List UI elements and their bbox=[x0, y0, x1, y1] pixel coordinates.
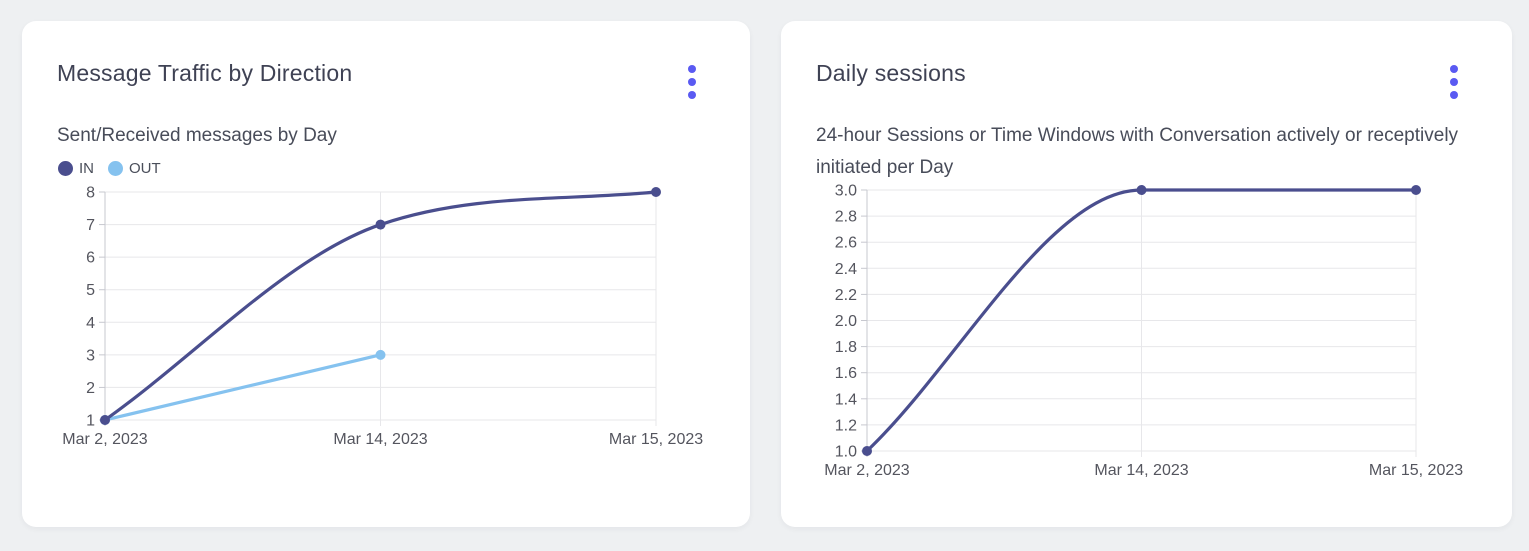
chart-legend: IN OUT bbox=[58, 160, 161, 177]
y-axis-tick-label: 8 bbox=[86, 185, 95, 202]
card-menu-button[interactable] bbox=[678, 57, 706, 107]
message-traffic-card: Message Traffic by Direction Sent/Receiv… bbox=[22, 21, 750, 527]
x-axis-tick-label: Mar 15, 2023 bbox=[609, 431, 703, 448]
legend-label: OUT bbox=[129, 160, 161, 177]
chart-grid: 1 2 3 4 5 6 7 8 Mar 2, 2023 Mar 14, 2023 Mar 15, 2… bbox=[62, 185, 703, 449]
y-axis-tick-label: 7 bbox=[86, 217, 95, 234]
y-axis-tick-label: 3 bbox=[86, 347, 95, 364]
card-title: Daily sessions bbox=[816, 60, 966, 86]
legend-dot-icon bbox=[58, 161, 73, 176]
legend-item-in[interactable]: IN bbox=[58, 160, 94, 177]
card-menu-button[interactable] bbox=[1440, 57, 1468, 107]
kebab-menu-icon bbox=[678, 65, 706, 99]
y-axis-tick-label: 2.6 bbox=[835, 235, 857, 252]
y-axis-tick-label: 6 bbox=[86, 250, 95, 267]
y-axis-tick-label: 3.0 bbox=[835, 183, 857, 200]
line-chart-svg: 1 2 3 4 5 6 7 8 Mar 2, 2023 Mar 14, 2023 Mar 15, 2… bbox=[62, 185, 703, 449]
x-axis-tick-label: Mar 2, 2023 bbox=[824, 462, 909, 479]
daily-sessions-chart: 1.0 1.2 1.4 1.6 1.8 2.0 2.2 2.4 2.6 2.8 3.0 Mar 2, … bbox=[781, 169, 1512, 519]
y-axis-tick-label: 2.2 bbox=[835, 287, 857, 304]
y-axis-tick-label: 4 bbox=[86, 315, 95, 332]
chart-grid: 1.0 1.2 1.4 1.6 1.8 2.0 2.2 2.4 2.6 2.8 3.0 Mar 2, … bbox=[824, 183, 1463, 480]
y-axis-tick-label: 1 bbox=[86, 413, 95, 430]
card-subtitle: Sent/Received messages by Day bbox=[57, 125, 337, 146]
card-title: Message Traffic by Direction bbox=[57, 60, 353, 86]
y-axis-tick-label: 1.2 bbox=[835, 417, 857, 434]
card-subtitle: 24-hour Sessions or Time Windows with Co… bbox=[816, 125, 1459, 178]
y-axis-tick-label: 2.0 bbox=[835, 313, 857, 330]
y-axis-tick-label: 2.8 bbox=[835, 209, 857, 226]
y-axis-tick-label: 5 bbox=[86, 282, 95, 299]
y-axis-tick-label: 1.4 bbox=[835, 391, 857, 408]
legend-dot-icon bbox=[108, 161, 123, 176]
legend-label: IN bbox=[79, 160, 94, 177]
series-daily-sessions bbox=[862, 185, 1421, 456]
x-axis-tick-label: Mar 14, 2023 bbox=[333, 431, 427, 448]
daily-sessions-card: Daily sessions 24-hour Sessions or Time … bbox=[781, 21, 1512, 527]
message-traffic-chart: 1 2 3 4 5 6 7 8 Mar 2, 2023 Mar 14, 2023 Mar 15, 2… bbox=[22, 171, 750, 487]
line-chart-svg: 1.0 1.2 1.4 1.6 1.8 2.0 2.2 2.4 2.6 2.8 3.0 Mar 2, … bbox=[824, 183, 1463, 480]
x-axis-tick-label: Mar 15, 2023 bbox=[1369, 462, 1463, 479]
x-axis-tick-label: Mar 2, 2023 bbox=[62, 431, 147, 448]
y-axis-tick-label: 1.6 bbox=[835, 365, 857, 382]
legend-item-out[interactable]: OUT bbox=[108, 160, 161, 177]
y-axis-tick-label: 2.4 bbox=[835, 261, 857, 278]
y-axis-tick-label: 1.8 bbox=[835, 339, 857, 356]
y-axis-tick-label: 2 bbox=[86, 380, 95, 397]
kebab-menu-icon bbox=[1440, 65, 1468, 99]
y-axis-tick-label: 1.0 bbox=[835, 444, 857, 461]
series-in bbox=[100, 187, 661, 425]
x-axis-tick-label: Mar 14, 2023 bbox=[1094, 462, 1188, 479]
